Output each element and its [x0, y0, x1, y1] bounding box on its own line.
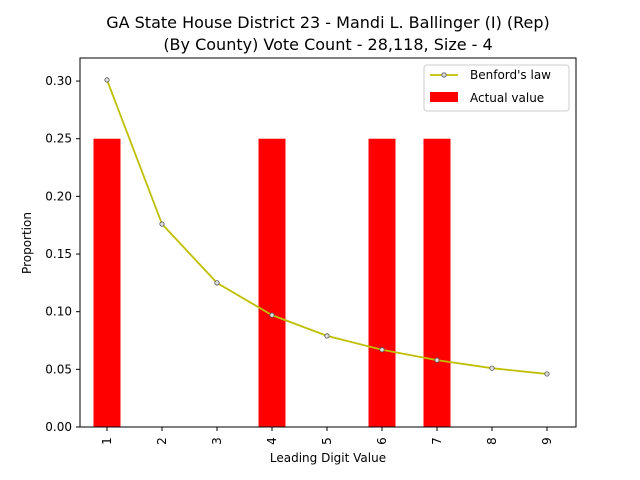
x-tick-label: 6 [375, 437, 389, 445]
y-tick-label: 0.15 [45, 247, 72, 261]
actual-value-bars [93, 138, 451, 427]
benford-line-series [104, 77, 550, 377]
benford-point-8 [489, 365, 495, 371]
y-axis: 0.00 0.05 0.10 0.15 0.20 0.25 0.30 [45, 74, 80, 434]
legend-label-benford: Benford's law [470, 68, 551, 82]
y-tick-label: 0.10 [45, 305, 72, 319]
x-tick-label: 4 [265, 437, 279, 445]
benford-point-3 [214, 280, 220, 286]
y-tick-label: 0.05 [45, 362, 72, 376]
legend-bar-swatch [430, 92, 458, 102]
benford-point-1 [104, 77, 110, 83]
y-tick-label: 0.25 [45, 132, 72, 146]
y-tick-label: 0.00 [45, 420, 72, 434]
benford-point-6 [379, 347, 385, 353]
bar-digit-4 [258, 138, 286, 427]
bar-digit-7 [423, 138, 451, 427]
legend: Benford's law Actual value [423, 64, 570, 112]
benford-point-5 [324, 333, 330, 339]
chart-subtitle: (By County) Vote Count - 28,118, Size - … [163, 35, 492, 54]
benford-point-2 [159, 221, 165, 227]
x-tick-label: 8 [485, 437, 499, 445]
plot-area-frame [79, 57, 577, 428]
x-tick-label: 5 [320, 437, 334, 445]
x-tick-label: 9 [540, 437, 554, 445]
x-axis-label: Leading Digit Value [270, 451, 386, 465]
chart-title: GA State House District 23 - Mandi L. Ba… [106, 13, 550, 32]
x-tick-label: 1 [100, 437, 114, 445]
benford-point-4 [269, 312, 275, 318]
legend-box [423, 64, 570, 112]
bar-digit-1 [93, 138, 121, 427]
bar-digit-6 [368, 138, 396, 427]
legend-marker-swatch [441, 72, 447, 78]
benford-point-9 [544, 371, 550, 377]
x-tick-label: 3 [210, 437, 224, 445]
y-tick-label: 0.30 [45, 74, 72, 88]
y-tick-label: 0.20 [45, 189, 72, 203]
x-axis: 1 2 3 4 5 6 7 8 9 [100, 427, 554, 445]
x-tick-label: 7 [430, 437, 444, 445]
y-axis-label: Proportion [20, 212, 34, 274]
benford-point-7 [434, 357, 440, 363]
x-tick-label: 2 [155, 437, 169, 445]
legend-label-actual: Actual value [470, 91, 544, 105]
